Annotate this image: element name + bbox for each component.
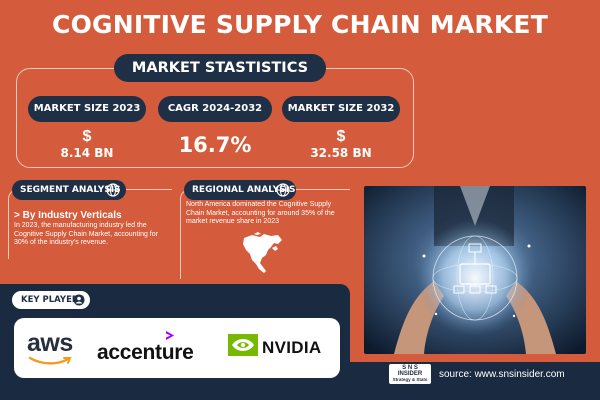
sns-logo-line2: INSIDER [397, 371, 423, 377]
people-icon [73, 294, 85, 306]
segment-analysis-label: SEGMENT ANALYSIS [20, 185, 121, 195]
hero-photo [364, 186, 586, 354]
source-strip [350, 362, 600, 400]
stat-value-2032: 32.58 BN [310, 146, 372, 160]
stat-value-cagr: 16.7% [178, 133, 252, 157]
market-stats-heading: MARKET STASTISTICS [114, 54, 326, 82]
sns-insider-logo: S N S INSIDER Strategy & Stats [389, 364, 431, 384]
regional-analysis-heading: REGIONAL ANALYSIS [184, 180, 296, 200]
north-america-map-icon [243, 232, 282, 273]
sns-logo-line3: Strategy & Stats [392, 377, 428, 382]
stat-currency-2023: $ [82, 128, 92, 145]
accenture-chevron-icon [166, 331, 174, 340]
stat-label-market-size-2023: MARKET SIZE 2023 [28, 96, 146, 122]
stat-currency-2032: $ [336, 128, 346, 145]
stat-label-cagr: CAGR 2024-2032 [158, 96, 272, 122]
accenture-logo: accenture [97, 341, 194, 364]
key-players-label: KEY PLAYERS [21, 295, 85, 305]
globe-icon [106, 183, 120, 197]
globe-icon [276, 183, 290, 197]
segment-subheading: > By Industry Verticals [14, 210, 122, 221]
sns-logo-line1: S N S [402, 365, 418, 371]
key-players-heading: KEY PLAYERS [12, 291, 90, 309]
nvidia-eye-icon [228, 334, 258, 356]
regional-description: North America dominated the Cognitive Su… [186, 201, 335, 225]
stat-label-market-size-2032: MARKET SIZE 2032 [282, 96, 400, 122]
globe-hands-illustration [364, 186, 586, 354]
segment-description: In 2023, the manufacturing industry led … [14, 222, 158, 246]
aws-smile-icon [28, 356, 72, 365]
key-players-logos [14, 318, 340, 378]
regional-analysis-label: REGIONAL ANALYSIS [192, 185, 296, 195]
aws-logo: aws [27, 329, 73, 357]
segment-analysis-heading: SEGMENT ANALYSIS [12, 180, 126, 200]
stat-value-2023: 8.14 BN [60, 146, 114, 160]
page-title: COGNITIVE SUPPLY CHAIN MARKET [52, 10, 548, 39]
source-text: source: www.snsinsider.com [439, 369, 565, 380]
nvidia-logo: NVIDIA [262, 338, 322, 357]
